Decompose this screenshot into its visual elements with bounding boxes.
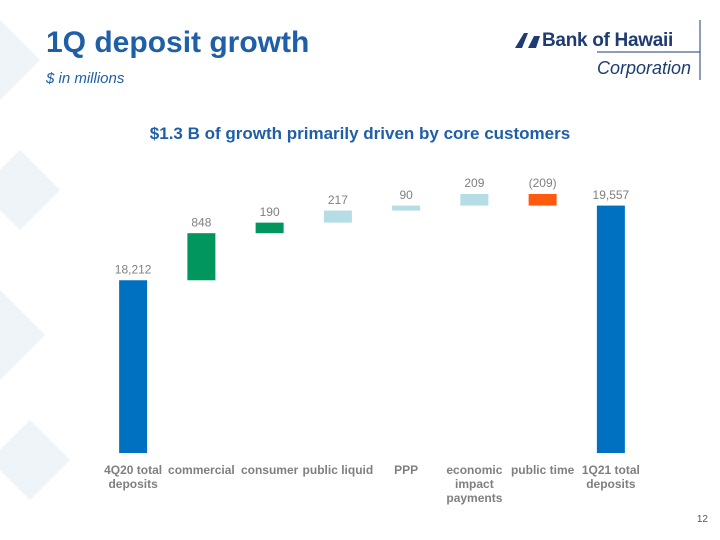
title: 1Q deposit growth <box>46 26 310 59</box>
bar <box>255 222 284 234</box>
bar <box>528 193 557 206</box>
value-label: 848 <box>191 215 211 229</box>
subtitle: $ in millions <box>46 70 125 87</box>
bar <box>323 210 352 223</box>
value-label: 190 <box>260 205 280 219</box>
background-decoration <box>0 20 70 500</box>
x-tick-label: 1Q21 total deposits <box>581 463 640 491</box>
bar <box>187 233 216 281</box>
x-tick-label: consumer <box>240 463 299 477</box>
page-number: 12 <box>696 514 708 525</box>
bar <box>119 280 148 453</box>
x-tick-label: public time <box>510 463 575 477</box>
value-label: 19,557 <box>593 188 630 202</box>
value-label: (209) <box>529 176 557 190</box>
logo-suffix: Corporation <box>597 58 692 78</box>
x-tick-label: PPP <box>394 463 419 477</box>
value-label: 18,212 <box>115 262 152 276</box>
value-label: 217 <box>328 193 348 207</box>
x-tick-label: 4Q20 total deposits <box>104 463 163 491</box>
logo-mark <box>515 33 540 48</box>
x-tick-label: commercial <box>168 463 235 477</box>
value-label: 90 <box>399 188 413 202</box>
bar <box>392 205 421 211</box>
x-tick-label: public liquid <box>302 463 374 477</box>
bar <box>596 205 625 453</box>
bar <box>460 193 489 206</box>
annotation: $1.3 B of growth primarily driven by cor… <box>149 124 571 143</box>
x-tick-label: economic impact payments <box>446 463 503 505</box>
value-label: 209 <box>464 176 484 190</box>
logo-name: Bank of Hawaii <box>542 30 673 51</box>
